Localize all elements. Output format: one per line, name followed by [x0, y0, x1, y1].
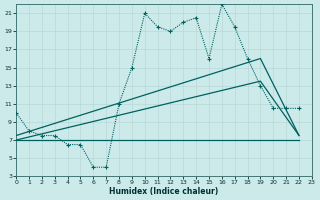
X-axis label: Humidex (Indice chaleur): Humidex (Indice chaleur)	[109, 187, 219, 196]
